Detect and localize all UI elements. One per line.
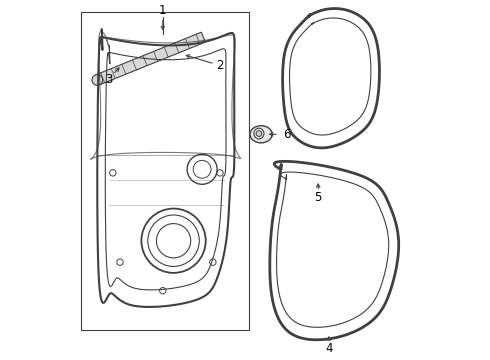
Text: 2: 2 [216, 59, 224, 72]
Polygon shape [96, 32, 205, 85]
Bar [81, 12, 248, 330]
Circle shape [256, 131, 262, 136]
Text: 4: 4 [325, 342, 333, 355]
Text: 6: 6 [284, 128, 291, 141]
Text: 5: 5 [315, 191, 322, 204]
Ellipse shape [250, 126, 272, 143]
Circle shape [92, 75, 103, 85]
Text: 1: 1 [159, 4, 167, 17]
Text: 3: 3 [105, 73, 113, 86]
